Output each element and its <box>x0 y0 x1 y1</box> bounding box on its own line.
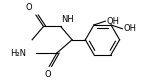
Text: OH: OH <box>106 17 119 26</box>
Text: NH: NH <box>62 15 74 24</box>
Text: OH: OH <box>123 24 136 33</box>
Text: H₂N: H₂N <box>10 49 26 58</box>
Text: O: O <box>45 70 52 79</box>
Text: O: O <box>26 3 32 12</box>
